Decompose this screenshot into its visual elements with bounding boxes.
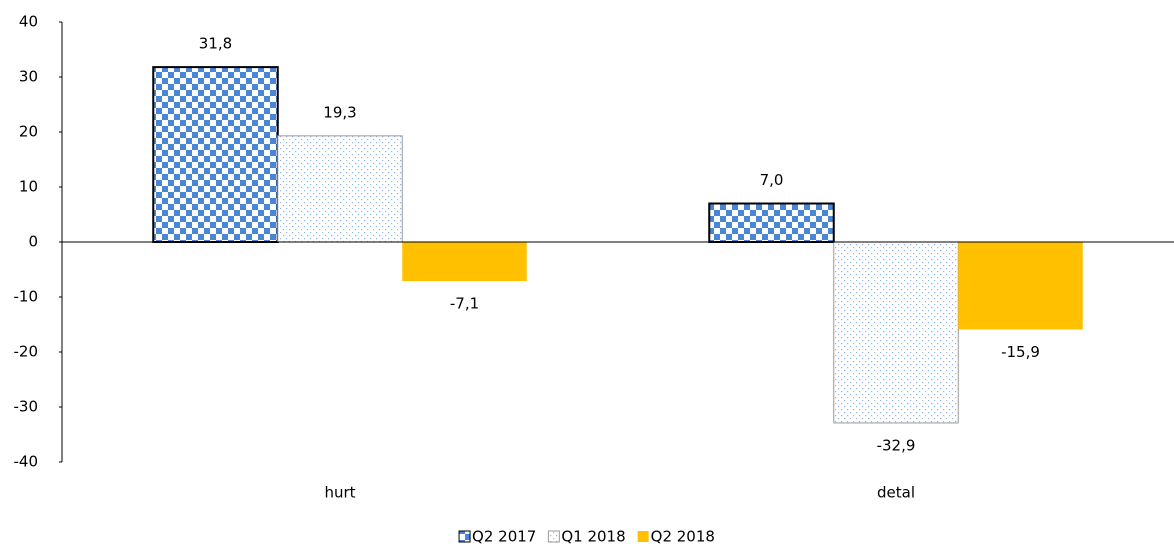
- y-tick-label: 0: [28, 233, 38, 251]
- y-tick-label: -40: [14, 453, 39, 471]
- value-label: 31,8: [199, 35, 232, 53]
- value-label: 19,3: [323, 103, 356, 121]
- y-tick-label: -10: [14, 288, 39, 306]
- legend: Q2 2017 Q1 2018 Q2 2018: [458, 528, 715, 546]
- bar: [277, 135, 403, 243]
- y-tick-label: 30: [19, 68, 38, 86]
- bar: [402, 242, 527, 282]
- value-label: 7,0: [760, 171, 784, 189]
- y-tick-label: 20: [19, 123, 38, 141]
- legend-swatch: [547, 530, 560, 543]
- legend-swatch: [637, 531, 649, 542]
- bar: [833, 241, 959, 424]
- legend-label: Q2 2017: [472, 528, 536, 546]
- y-tick-label: -20: [14, 343, 39, 361]
- bar: [152, 66, 279, 243]
- legend-swatch: [458, 530, 471, 543]
- bar: [708, 202, 835, 243]
- y-tick-label: 10: [19, 178, 38, 196]
- legend-label: Q1 2018: [561, 528, 625, 546]
- y-tick-label: 40: [19, 13, 38, 31]
- bar: [958, 242, 1083, 330]
- value-label: -32,9: [877, 436, 916, 454]
- value-label: -7,1: [450, 295, 479, 313]
- x-tick-label: detal: [877, 484, 915, 502]
- y-tick-label: -30: [14, 398, 39, 416]
- value-label: -15,9: [1001, 343, 1040, 361]
- x-tick-label: hurt: [324, 484, 355, 502]
- legend-label: Q2 2018: [651, 528, 715, 546]
